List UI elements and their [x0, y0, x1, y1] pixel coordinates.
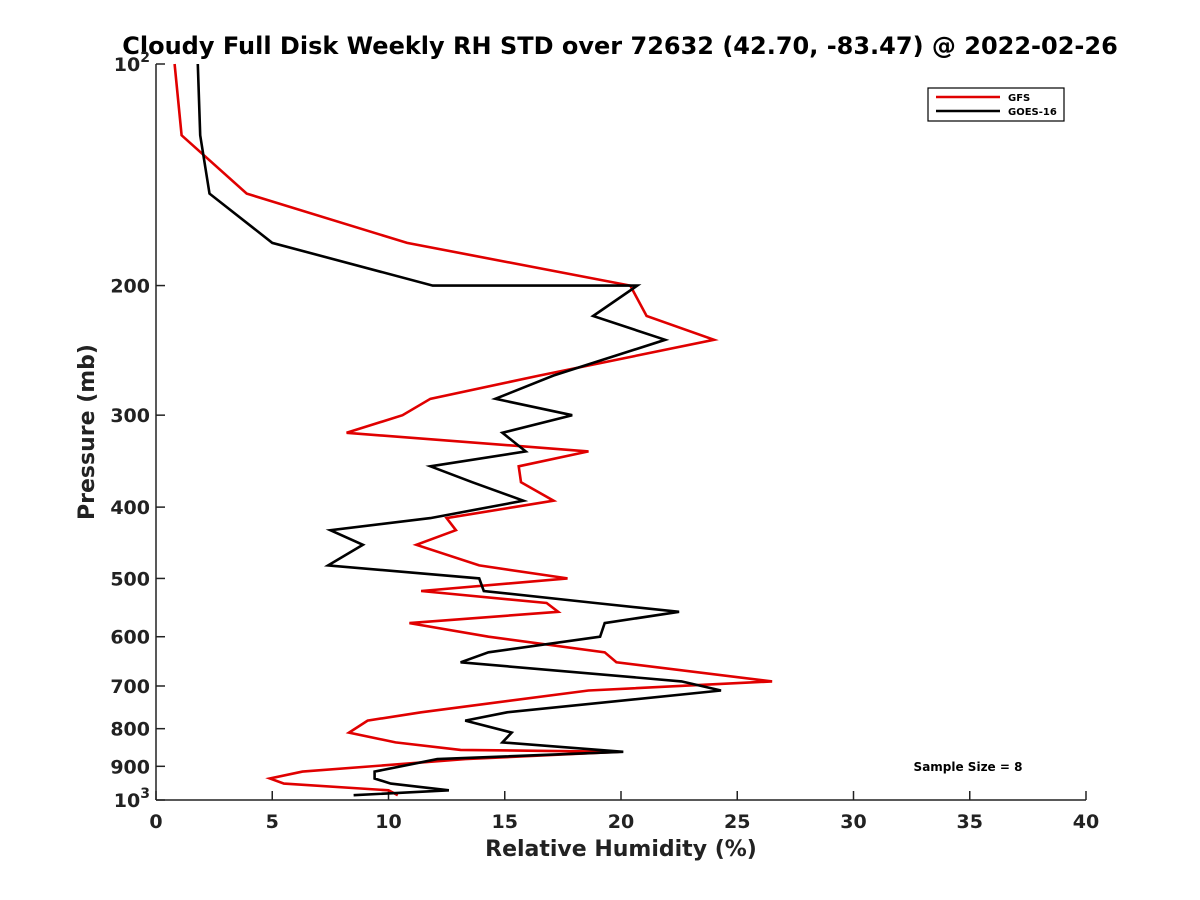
y-tick-label: 400 [110, 497, 150, 519]
y-tick-label-base: 200 [110, 276, 150, 298]
x-tick-label: 10 [375, 811, 401, 833]
legend-label: GFS [1008, 93, 1030, 104]
legend-label: GOES-16 [1008, 107, 1057, 118]
y-tick-label-base: 900 [110, 756, 150, 778]
y-tick-label-base: 500 [110, 568, 150, 590]
y-tick-label: 600 [110, 627, 150, 649]
y-tick-label: 200 [110, 276, 150, 298]
x-ticks: 0 5 10 15 20 25 30 35 40 [149, 791, 1099, 833]
sample-size-annotation: Sample Size = 8 [914, 760, 1023, 774]
series-line-goes-16 [196, 63, 722, 797]
x-tick-label: 20 [608, 811, 634, 833]
series-layer [173, 63, 773, 797]
y-axis-label: Pressure (mb) [75, 344, 100, 520]
y-tick-label-exponent: 2 [140, 50, 150, 66]
y-tick-label-base: 800 [110, 719, 150, 741]
x-axis-label: Relative Humidity (%) [485, 837, 757, 862]
y-tick-label-base: 700 [110, 676, 150, 698]
y-tick-label-exponent: 3 [140, 786, 150, 802]
x-tick-label: 15 [492, 811, 518, 833]
x-tick-label: 40 [1073, 811, 1099, 833]
y-tick-label-base: 10 [114, 790, 140, 812]
x-tick-label: 30 [840, 811, 866, 833]
chart-title: Cloudy Full Disk Weekly RH STD over 7263… [122, 32, 1118, 60]
series-line-gfs [173, 63, 773, 797]
legend-box [927, 87, 1065, 122]
y-tick-label: 103 [114, 786, 150, 812]
y-tick-label: 500 [110, 568, 150, 590]
y-tick-label-base: 600 [110, 627, 150, 649]
y-tick-label-base: 10 [114, 54, 140, 76]
y-tick-label-base: 300 [110, 405, 150, 427]
x-tick-label: 35 [957, 811, 983, 833]
x-tick-label: 0 [149, 811, 162, 833]
y-tick-label-base: 400 [110, 497, 150, 519]
legend: GFS GOES-16 [927, 87, 1065, 122]
y-tick-label: 300 [110, 405, 150, 427]
x-tick-label: 25 [724, 811, 750, 833]
y-tick-label: 700 [110, 676, 150, 698]
y-tick-label: 800 [110, 719, 150, 741]
y-tick-label: 102 [114, 50, 150, 76]
x-tick-label: 5 [266, 811, 279, 833]
y-tick-label: 900 [110, 756, 150, 778]
